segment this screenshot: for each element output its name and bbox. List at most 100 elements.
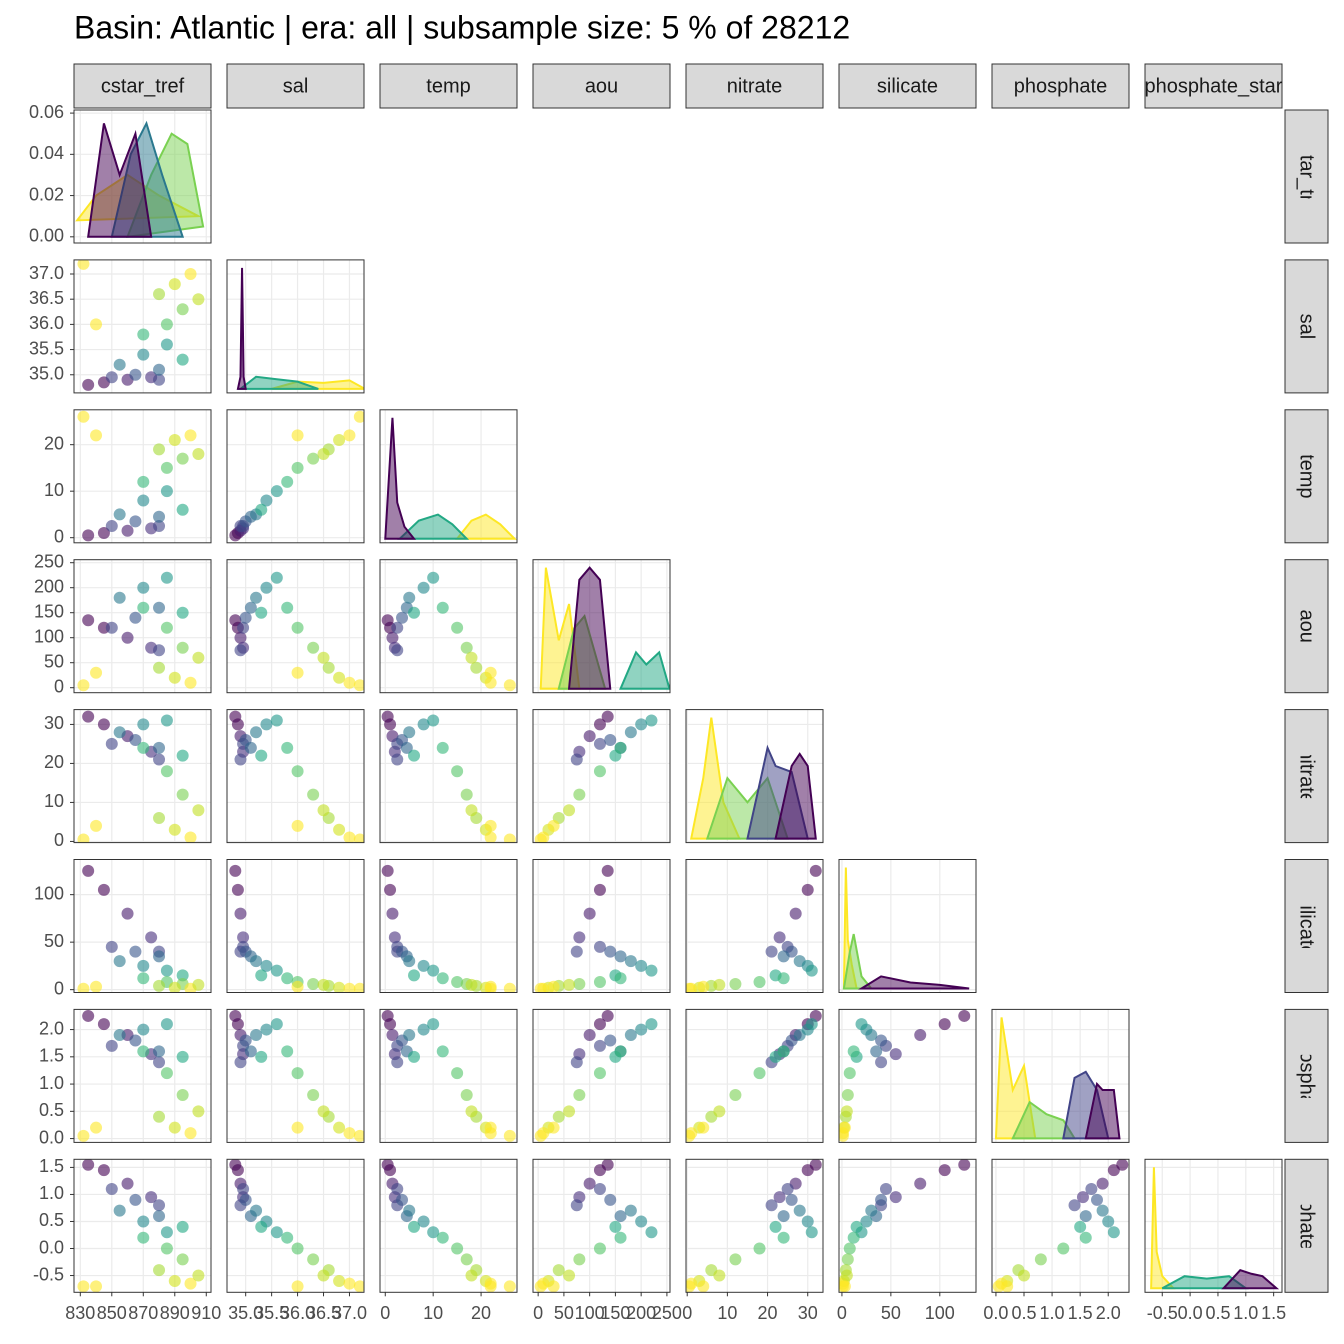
- panel-marks: [77, 1159, 205, 1293]
- point: [593, 883, 606, 896]
- y-tick-label: 36.0: [29, 313, 64, 333]
- point: [137, 601, 150, 614]
- strip-label: temp: [426, 75, 470, 97]
- point: [855, 1018, 868, 1031]
- panel: [685, 709, 824, 844]
- point: [105, 371, 118, 384]
- strip-label: sal: [283, 75, 309, 97]
- point: [850, 1220, 863, 1233]
- point: [176, 353, 189, 366]
- strip-top: [226, 63, 365, 109]
- point: [153, 1264, 166, 1277]
- point: [391, 644, 404, 657]
- point: [614, 1231, 627, 1244]
- panel-border: [532, 1008, 671, 1143]
- x-tick-label: 1.5: [1261, 1303, 1286, 1323]
- point: [645, 1018, 658, 1031]
- point: [153, 644, 166, 657]
- panel-background: [227, 1159, 364, 1293]
- point: [255, 1050, 268, 1063]
- point: [105, 940, 118, 953]
- point: [333, 671, 346, 684]
- panel-background: [380, 1009, 517, 1143]
- point: [563, 978, 576, 991]
- point: [614, 972, 627, 985]
- point: [563, 804, 576, 817]
- panel: [838, 859, 977, 993]
- panel: [226, 1158, 365, 1293]
- point: [192, 1105, 205, 1118]
- x-tick-label: 0.0: [983, 1303, 1008, 1323]
- point: [97, 527, 110, 540]
- point: [281, 1231, 294, 1244]
- point: [307, 1088, 320, 1101]
- point: [234, 1056, 247, 1069]
- point: [593, 1067, 606, 1080]
- point: [77, 1129, 90, 1142]
- strip-right: [1284, 1008, 1329, 1143]
- point: [97, 1164, 110, 1177]
- panel-marks: [690, 717, 817, 840]
- x-tick-label: 250: [652, 1303, 682, 1323]
- panel-marks: [686, 1009, 822, 1142]
- point: [570, 1199, 583, 1212]
- strip-right: [1284, 559, 1329, 694]
- point: [317, 1105, 330, 1118]
- point: [270, 571, 283, 584]
- point: [403, 591, 416, 604]
- strip-label: aou: [1296, 610, 1318, 643]
- point: [237, 1183, 250, 1196]
- point: [436, 601, 449, 614]
- point: [547, 1280, 560, 1293]
- point: [82, 1009, 95, 1022]
- point: [686, 1129, 696, 1142]
- panel-marks: [686, 1159, 822, 1293]
- point: [97, 718, 110, 731]
- point: [729, 1253, 742, 1266]
- point: [604, 734, 617, 747]
- point: [697, 1280, 710, 1293]
- point: [90, 666, 103, 679]
- point: [470, 661, 483, 674]
- x-tick-label: 1.0: [1233, 1303, 1258, 1323]
- point: [90, 429, 103, 442]
- point: [250, 955, 263, 968]
- y-tick-label: 36.5: [29, 288, 64, 308]
- point: [534, 1129, 547, 1142]
- point: [484, 1280, 497, 1293]
- point: [343, 831, 356, 843]
- point: [570, 1056, 583, 1069]
- point: [573, 1088, 586, 1101]
- point: [484, 980, 497, 993]
- point: [105, 1039, 118, 1052]
- point: [609, 1220, 622, 1233]
- point: [137, 1023, 150, 1036]
- x-tick-label: 35.5: [254, 1303, 289, 1323]
- panel-marks: [534, 1009, 658, 1142]
- point: [160, 571, 173, 584]
- point: [843, 1242, 856, 1255]
- strip-label: sal: [1296, 314, 1318, 340]
- point: [192, 1269, 205, 1282]
- point: [645, 714, 658, 727]
- point: [460, 788, 473, 801]
- panel-background: [227, 259, 364, 393]
- point: [97, 883, 110, 896]
- point: [875, 1193, 888, 1206]
- strip-label: phosphate: [1296, 1029, 1318, 1122]
- point: [465, 804, 478, 817]
- point: [129, 368, 142, 381]
- point: [184, 1277, 197, 1290]
- panel-background: [227, 859, 364, 993]
- point: [875, 1034, 888, 1047]
- panel-marks: [842, 867, 970, 990]
- panel-marks: [534, 1159, 658, 1293]
- strip-top: [991, 63, 1130, 109]
- panel-border: [73, 109, 212, 244]
- x-tick-label: 10: [717, 1303, 737, 1323]
- y-tick-label: 0.5: [39, 1100, 64, 1120]
- point: [765, 945, 778, 958]
- density-curve: [397, 513, 470, 540]
- point: [184, 1127, 197, 1140]
- point: [403, 955, 416, 968]
